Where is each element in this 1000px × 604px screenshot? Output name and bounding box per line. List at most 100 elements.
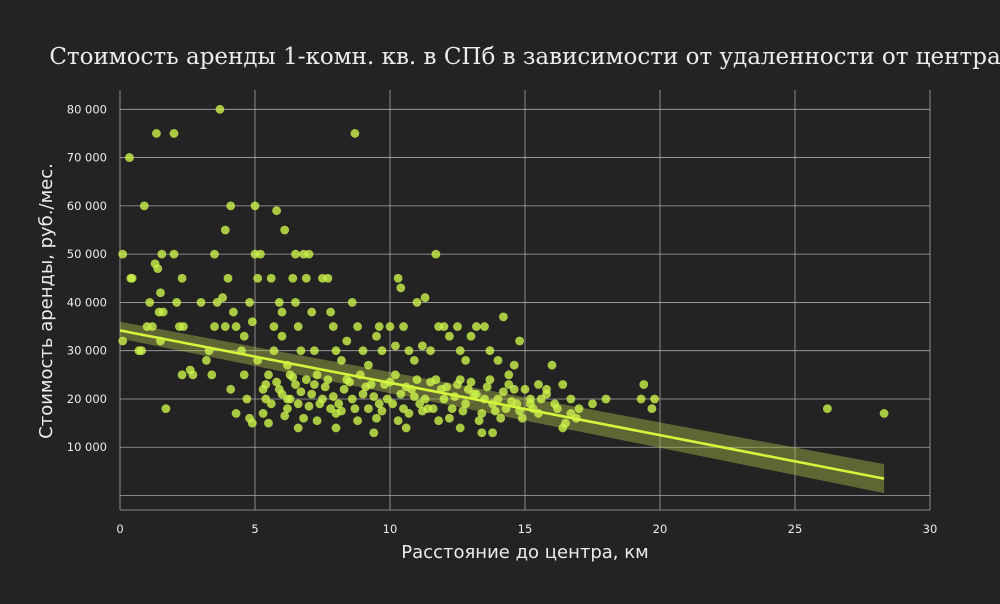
data-point bbox=[239, 331, 249, 341]
data-point bbox=[277, 307, 287, 317]
y-tick-label: 20 000 bbox=[67, 392, 107, 406]
data-point bbox=[283, 404, 292, 414]
data-point bbox=[879, 409, 889, 418]
data-point bbox=[223, 273, 233, 283]
data-point bbox=[415, 399, 425, 409]
data-point bbox=[331, 423, 341, 433]
data-point bbox=[320, 382, 330, 392]
data-point bbox=[412, 375, 422, 385]
data-point bbox=[504, 380, 514, 389]
y-tick-label: 60 000 bbox=[67, 199, 107, 213]
data-point bbox=[504, 370, 514, 380]
data-point bbox=[339, 384, 349, 394]
data-point bbox=[391, 341, 400, 351]
data-point bbox=[374, 322, 384, 331]
x-tick-label: 30 bbox=[923, 522, 938, 536]
data-point bbox=[439, 322, 449, 331]
data-point bbox=[434, 416, 443, 426]
data-point bbox=[153, 264, 163, 274]
data-point bbox=[293, 322, 303, 331]
data-point bbox=[396, 389, 406, 399]
data-point bbox=[377, 346, 387, 356]
data-point bbox=[391, 370, 400, 380]
data-point bbox=[169, 129, 179, 138]
data-point bbox=[393, 273, 403, 283]
data-point bbox=[323, 375, 333, 385]
data-point bbox=[266, 273, 276, 283]
data-point bbox=[247, 317, 257, 327]
data-point bbox=[291, 249, 300, 259]
x-tick-label: 5 bbox=[251, 522, 258, 536]
y-tick-label: 50 000 bbox=[67, 247, 107, 261]
data-point bbox=[485, 375, 495, 385]
data-point bbox=[445, 413, 454, 423]
data-points-group bbox=[118, 104, 889, 438]
data-point bbox=[372, 331, 381, 341]
data-point bbox=[345, 377, 354, 387]
data-point bbox=[342, 336, 352, 346]
data-point bbox=[215, 104, 225, 114]
data-point bbox=[337, 406, 346, 416]
data-point bbox=[288, 273, 298, 283]
data-point bbox=[347, 394, 357, 404]
data-point bbox=[472, 389, 481, 399]
data-point bbox=[458, 406, 468, 416]
data-point bbox=[477, 428, 487, 438]
data-point bbox=[148, 322, 157, 331]
data-point bbox=[256, 249, 265, 259]
data-point bbox=[472, 322, 481, 331]
data-point bbox=[515, 336, 524, 346]
data-point bbox=[157, 249, 167, 259]
data-point bbox=[374, 399, 384, 409]
data-point bbox=[439, 394, 449, 404]
data-point bbox=[296, 387, 306, 397]
x-tick-label: 25 bbox=[788, 522, 803, 536]
data-point bbox=[547, 360, 557, 370]
data-point bbox=[118, 249, 128, 259]
data-point bbox=[485, 346, 495, 356]
data-point bbox=[304, 249, 314, 259]
data-point bbox=[177, 273, 187, 283]
data-point bbox=[161, 404, 171, 414]
data-point bbox=[369, 392, 379, 401]
data-point bbox=[242, 394, 252, 404]
data-point bbox=[220, 225, 230, 235]
y-tick-label: 70 000 bbox=[67, 151, 107, 165]
data-point bbox=[377, 406, 387, 416]
data-point bbox=[550, 399, 560, 409]
data-point bbox=[499, 312, 508, 322]
data-point bbox=[179, 322, 188, 331]
data-point bbox=[250, 201, 260, 211]
data-point bbox=[312, 370, 322, 380]
data-point bbox=[220, 322, 230, 331]
data-point bbox=[328, 392, 338, 401]
data-point bbox=[499, 387, 508, 397]
data-point bbox=[455, 346, 465, 356]
data-point bbox=[293, 423, 303, 433]
data-point bbox=[272, 377, 281, 387]
data-point bbox=[137, 346, 147, 356]
data-point bbox=[442, 382, 452, 392]
data-point bbox=[369, 428, 379, 438]
data-point bbox=[310, 380, 319, 389]
data-point bbox=[601, 394, 611, 404]
data-point bbox=[542, 389, 551, 399]
data-point bbox=[323, 273, 333, 283]
data-point bbox=[261, 394, 271, 404]
data-point bbox=[328, 322, 338, 331]
data-point bbox=[229, 307, 238, 317]
data-point bbox=[431, 375, 441, 385]
data-point bbox=[334, 399, 344, 409]
data-point bbox=[310, 346, 319, 356]
data-point bbox=[269, 346, 279, 356]
data-point bbox=[301, 273, 311, 283]
data-point bbox=[409, 392, 419, 401]
data-point bbox=[353, 322, 362, 331]
data-point bbox=[307, 307, 317, 317]
data-point bbox=[258, 409, 268, 418]
data-point bbox=[455, 423, 465, 433]
data-point bbox=[520, 384, 530, 394]
x-tick-label: 15 bbox=[518, 522, 533, 536]
data-point bbox=[382, 394, 392, 404]
